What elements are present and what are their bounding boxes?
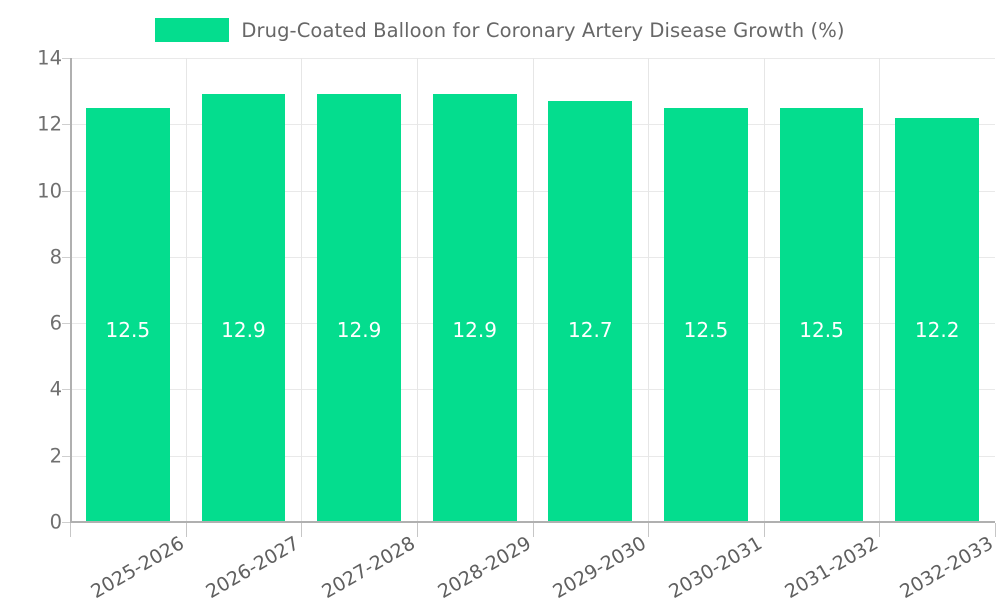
x-axis-tick-mark [995,523,996,537]
gridline-vertical [879,58,880,522]
gridline-vertical [186,58,187,522]
gridline-horizontal [70,124,995,126]
gridline-vertical [648,58,649,522]
gridline-vertical [417,58,418,522]
y-axis-tick-label: 0 [49,510,62,534]
bar[interactable] [432,94,517,522]
x-axis-tick-mark [301,523,302,537]
gridline-vertical [301,58,302,522]
x-axis-tick-mark [417,523,418,537]
x-axis-tick-label: 2032-2033 [896,532,998,603]
y-axis-tick-label: 12 [37,112,62,136]
gridline-horizontal [70,323,995,325]
x-axis-tick-mark [533,523,534,537]
x-axis-tick-label: 2025-2026 [87,532,188,603]
y-axis-line [70,58,72,522]
plot-area: 12.5 12.9 12.9 12.9 12.7 12.5 12.5 12.2 [70,58,995,523]
bar-value-label: 12.5 [799,318,844,342]
gridline-horizontal [70,58,995,59]
y-axis-tick-label: 14 [37,46,62,70]
bar-value-label: 12.9 [452,318,497,342]
x-axis-tick-mark [648,523,649,537]
bar[interactable] [85,107,170,522]
y-axis-tick-label: 6 [49,311,62,335]
bar[interactable] [317,94,401,522]
x-axis-tick-label: 2026-2027 [202,532,304,603]
y-axis-tick-mark [62,455,70,457]
bar[interactable] [895,117,980,522]
y-axis-tick-label: 8 [49,245,62,269]
x-axis-tick-mark [186,523,187,537]
y-axis-tick-label: 10 [37,178,62,202]
bar[interactable] [548,101,633,522]
gridline-horizontal [70,190,995,192]
bar[interactable] [779,107,864,522]
bar-value-label: 12.5 [105,318,151,342]
bar-value-label: 12.9 [336,318,382,342]
bar-value-label: 12.7 [568,318,613,342]
x-axis-line [70,521,995,523]
chart-legend: Drug-Coated Balloon for Coronary Artery … [0,14,1000,46]
bar[interactable] [664,107,748,522]
bar[interactable] [201,94,286,522]
bar-value-label: 12.2 [914,318,960,342]
gridline-horizontal [70,389,995,391]
x-axis-tick-label: 2029-2030 [549,532,651,603]
y-axis-tick-mark [62,256,70,258]
legend-label: Drug-Coated Balloon for Coronary Artery … [241,18,845,42]
x-axis-tick-mark [879,523,880,537]
y-axis-tick-mark [62,522,70,523]
bar-value-label: 12.9 [221,318,266,342]
x-axis-tick-label: 2027-2028 [318,532,420,603]
x-axis-tick-mark [764,523,765,537]
x-axis-tick-label: 2031-2032 [780,532,882,603]
y-axis-tick-label: 2 [49,443,62,467]
y-axis-tick-mark [62,58,70,59]
y-axis-tick-mark [62,190,70,192]
x-axis-tick-label: 2030-2031 [665,532,766,603]
bar-value-label: 12.5 [683,318,729,342]
gridline-vertical [533,58,534,522]
y-axis-tick-mark [62,389,70,391]
gridline-horizontal [70,455,995,457]
x-axis-tick-mark [70,523,71,537]
legend-color-swatch [155,18,230,42]
y-axis-tick-mark [62,124,70,126]
x-axis-tick-label: 2028-2029 [433,532,535,603]
y-axis-ticks: 0 2 4 6 8 10 12 14 [0,0,70,600]
gridline-horizontal [70,256,995,258]
y-axis-tick-label: 4 [49,377,62,401]
y-axis-tick-mark [62,323,70,325]
gridline-vertical [764,58,765,522]
